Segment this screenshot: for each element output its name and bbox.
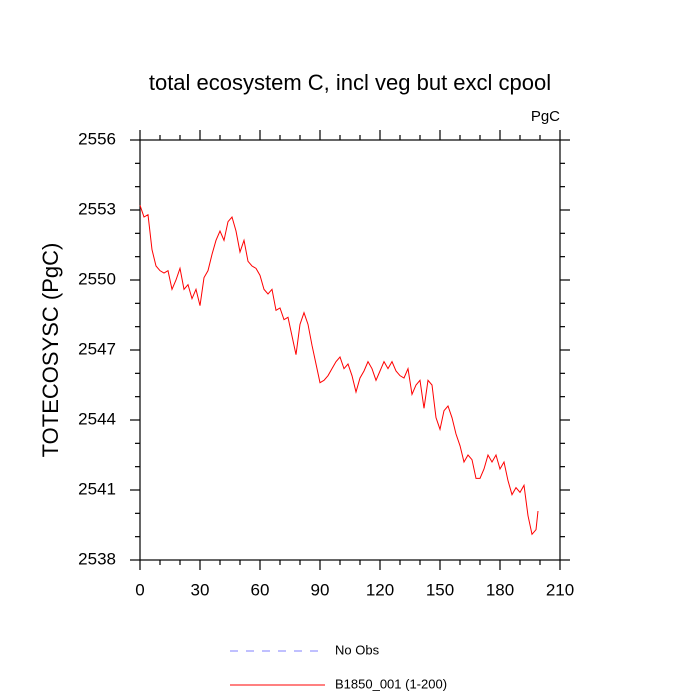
units-label: PgC [531, 108, 560, 125]
y-tick-label: 2556 [78, 129, 116, 148]
x-tick-label: 210 [546, 580, 574, 599]
x-tick-label: 150 [426, 580, 454, 599]
y-tick-label: 2544 [78, 409, 116, 428]
x-tick-label: 120 [366, 580, 394, 599]
y-tick-label: 2553 [78, 199, 116, 218]
x-tick-label: 180 [486, 580, 514, 599]
data-line [139, 205, 539, 536]
plot-frame [139, 139, 561, 561]
y-tick-label: 2547 [78, 339, 116, 358]
y-tick-label: 2550 [78, 269, 116, 288]
legend-label: B1850_001 (1-200) [335, 676, 447, 691]
x-tick-label: 0 [135, 580, 144, 599]
chart-title: total ecosystem C, incl veg but excl cpo… [149, 70, 551, 95]
x-tick-label: 60 [251, 580, 270, 599]
y-axis-label: TOTECOSYSC (PgC) [38, 243, 63, 458]
y-tick-label: 2541 [78, 479, 116, 498]
x-tick-label: 30 [191, 580, 210, 599]
legend-label: No Obs [335, 642, 380, 657]
x-tick-label: 90 [311, 580, 330, 599]
y-tick-label: 2538 [78, 549, 116, 568]
